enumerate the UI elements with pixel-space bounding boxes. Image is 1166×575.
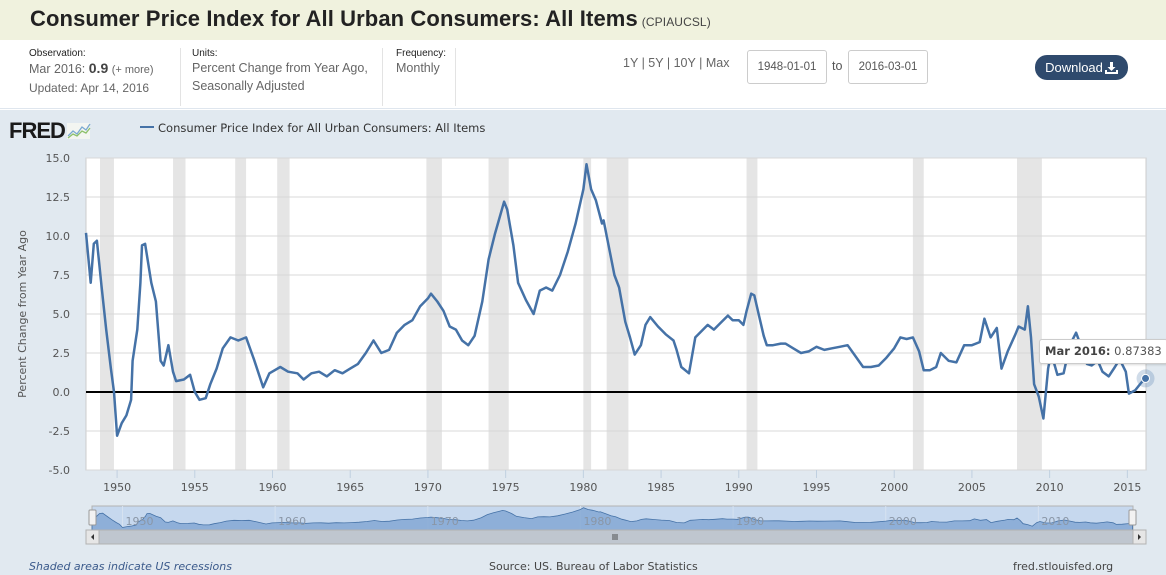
fred-logo-text: FRED (9, 118, 66, 143)
frequency-label: Frequency: (396, 48, 447, 59)
x-tick-label: 1950 (103, 481, 131, 494)
y-tick-label: 2.5 (53, 347, 71, 360)
navigator: 1950 1960 1970 1980 1990 2000 2010 (85, 505, 1147, 545)
navigator-label: 1990 (736, 515, 764, 528)
units-line-2: Seasonally Adjusted (192, 79, 305, 93)
scroll-right-arrow-icon (1138, 534, 1141, 540)
source-note: Source: US. Bureau of Labor Statistics (489, 560, 698, 573)
meta-bar: Observation: Mar 2016: 0.9 (+ more) Upda… (0, 40, 1166, 109)
range-10y[interactable]: 10Y (673, 56, 696, 70)
x-tick-label: 2000 (880, 481, 908, 494)
chart-legend[interactable]: Consumer Price Index for All Urban Consu… (140, 121, 485, 135)
range-separator: | (666, 56, 671, 70)
range-5y[interactable]: 5Y (648, 56, 664, 70)
download-button[interactable]: Download (1035, 55, 1128, 80)
y-axis-ticks: -5.0 -2.5 0.0 2.5 5.0 7.5 10.0 12.5 15.0 (46, 152, 71, 477)
navigator-label: 1960 (278, 515, 306, 528)
range-max[interactable]: Max (705, 56, 730, 70)
navigator-series-area (91, 507, 1133, 531)
navigator-handle-left[interactable] (88, 509, 97, 526)
scrollbar-track[interactable] (85, 529, 1147, 545)
y-axis-label: Percent Change from Year Ago (16, 230, 29, 398)
x-tick-label: 1965 (336, 481, 364, 494)
x-tick-label: 2010 (1036, 481, 1064, 494)
y-tick-label: 15.0 (46, 152, 71, 165)
page-title: Consumer Price Index for All Urban Consu… (30, 6, 711, 32)
navigator-label: 1970 (431, 515, 459, 528)
x-tick-label: 1990 (725, 481, 753, 494)
x-tick-label: 1985 (647, 481, 675, 494)
x-tick-label: 1975 (492, 481, 520, 494)
y-tick-label: 0.0 (53, 386, 71, 399)
frequency-panel: Frequency: Monthly (396, 48, 456, 106)
observation-date: Mar 2016: (29, 62, 86, 76)
tooltip-value: 0.87383 (1114, 344, 1162, 358)
scrollbar-grip-icon (612, 534, 618, 540)
x-tick-label: 2005 (958, 481, 986, 494)
recession-note: Shaded areas indicate US recessions (29, 560, 232, 573)
y-tick-label: 5.0 (53, 308, 71, 321)
download-label: Download (1045, 60, 1103, 75)
title-bar: Consumer Price Index for All Urban Consu… (0, 0, 1166, 40)
site-link[interactable]: fred.stlouisfed.org (1013, 560, 1114, 573)
navigator-label: 1950 (126, 515, 154, 528)
observation-more-link[interactable]: (+ more) (111, 64, 154, 76)
series-line (84, 162, 1147, 437)
observation-value: 0.9 (88, 60, 109, 76)
start-date-input[interactable]: 1948-01-01 (747, 50, 827, 84)
x-axis-ticks: 1950 1955 1960 1965 1970 1975 1980 1985 1990 1995… (103, 470, 1141, 494)
download-icon (1104, 62, 1118, 74)
tooltip-date: Mar 2016 (1045, 344, 1106, 358)
y-tick-label: -5.0 (49, 464, 70, 477)
x-tick-label: 1980 (569, 481, 597, 494)
range-separator: | (641, 56, 645, 70)
legend-swatch (140, 126, 154, 128)
range-1y[interactable]: 1Y (623, 56, 639, 70)
navigator-labels: 1950 1960 1970 1980 1990 2000 2010 (126, 515, 1070, 528)
end-date-input[interactable]: 2016-03-01 (848, 50, 928, 84)
scroll-left-arrow-icon (91, 534, 94, 540)
range-separator: | (699, 56, 703, 70)
units-label: Units: (192, 48, 218, 59)
frequency-value: Monthly (396, 61, 440, 75)
navigator-label: 1980 (583, 515, 611, 528)
y-tick-label: 10.0 (46, 230, 71, 243)
legend-label: Consumer Price Index for All Urban Consu… (158, 121, 486, 135)
navigator-label: 2010 (1041, 515, 1069, 528)
y-tick-label: 12.5 (46, 191, 71, 204)
x-tick-label: 1995 (802, 481, 830, 494)
series-code: (CPIAUCSL) (641, 15, 711, 29)
hover-marker (1141, 373, 1151, 383)
navigator-label: 2000 (889, 515, 917, 528)
x-tick-label: 2015 (1113, 481, 1141, 494)
to-label: to (832, 59, 843, 73)
observation-panel: Observation: Mar 2016: 0.9 (+ more) Upda… (29, 48, 181, 106)
data-tooltip: Mar 2016: 0.87383 (1039, 339, 1166, 364)
y-tick-label: -2.5 (49, 425, 70, 438)
series-title: Consumer Price Index for All Urban Consu… (30, 6, 638, 31)
x-tick-label: 1960 (259, 481, 287, 494)
x-tick-label: 1970 (414, 481, 442, 494)
x-tick-label: 1955 (181, 481, 209, 494)
observation-line: Mar 2016: 0.9 (+ more) (29, 60, 180, 79)
units-panel: Units: Percent Change from Year Ago, Sea… (192, 48, 383, 106)
observation-label: Observation: (29, 48, 86, 59)
fred-logo: FRED (9, 118, 91, 144)
range-selector: 1Y | 5Y | 10Y | Max (623, 56, 729, 70)
updated-date: Updated: Apr 14, 2016 (29, 81, 150, 95)
units-line-1: Percent Change from Year Ago, (192, 61, 368, 75)
navigator-handle-right[interactable] (1128, 509, 1137, 526)
fred-logo-chart-icon (66, 123, 91, 139)
y-tick-label: 7.5 (53, 269, 71, 282)
